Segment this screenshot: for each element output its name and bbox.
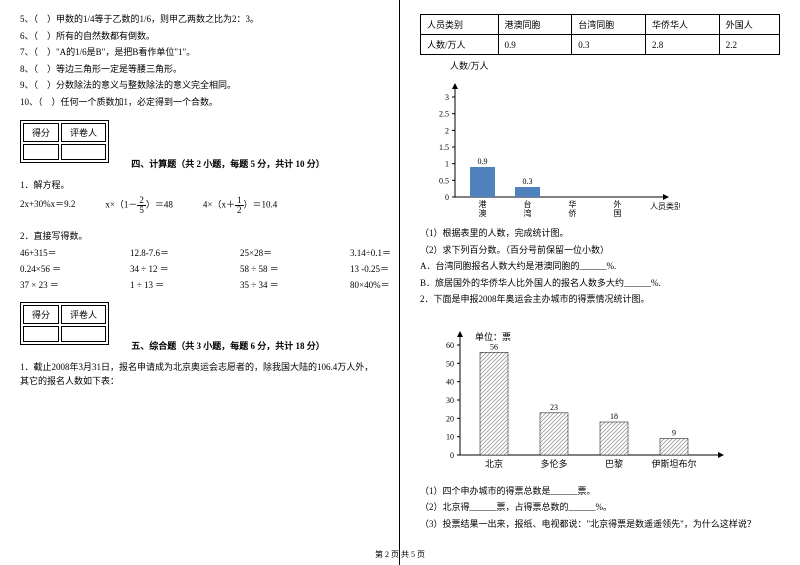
svg-text:0: 0 bbox=[445, 193, 449, 202]
q5: 5、（ ）甲数的1/4等于乙数的1/6，则甲乙两数之比为2：3。 bbox=[20, 13, 379, 27]
eq3: 4×（x＋12）＝10.4 bbox=[203, 196, 277, 215]
svg-text:1.5: 1.5 bbox=[439, 143, 449, 152]
svg-text:30: 30 bbox=[446, 396, 454, 405]
svg-text:60: 60 bbox=[446, 341, 454, 350]
svg-text:0.9: 0.9 bbox=[478, 157, 488, 166]
questions-block: 5、（ ）甲数的1/4等于乙数的1/6，则甲乙两数之比为2：3。 6、（ ）所有… bbox=[20, 13, 379, 109]
svg-text:3: 3 bbox=[445, 93, 449, 102]
svg-text:单位：票: 单位：票 bbox=[475, 331, 511, 342]
q4-2-label: 2．直接写得数。 bbox=[20, 230, 379, 244]
q7: 7、（ ）"A的1/6是B"，是把B看作单位"1"。 bbox=[20, 46, 379, 60]
page-footer: 第 2 页 共 5 页 bbox=[0, 549, 800, 560]
svg-text:伊斯坦布尔: 伊斯坦布尔 bbox=[651, 458, 696, 469]
svg-text:1: 1 bbox=[445, 160, 449, 169]
svg-text:巴黎: 巴黎 bbox=[605, 458, 623, 469]
sub-questions-2: （1）四个申办城市的得票总数是______票。 （2）北京得______票，占得… bbox=[420, 485, 780, 532]
q9: 9、（ ）分数除法的意义与整数除法的意义完全相同。 bbox=[20, 79, 379, 93]
chart2: 单位：票 60 50 40 30 20 10 0 56 北京 23 多伦多 18 巴黎 9 伊斯坦布尔 bbox=[420, 315, 740, 475]
chart1: 32.521.510.500.9港澳同胞0.3台湾同胞华侨华人外国人人员类别 bbox=[420, 77, 680, 217]
svg-text:国: 国 bbox=[614, 209, 622, 217]
score-h2: 评卷人 bbox=[61, 123, 106, 142]
sub-questions-1: （1）根据表里的人数，完成统计图。 （2）求下列百分数。（百分号前保留一位小数）… bbox=[420, 227, 780, 307]
svg-text:港: 港 bbox=[479, 199, 487, 209]
svg-text:56: 56 bbox=[490, 342, 498, 351]
svg-text:23: 23 bbox=[550, 402, 558, 411]
svg-text:10: 10 bbox=[446, 432, 454, 441]
q10: 10、（ ）任何一个质数加1，必定得到一个合数。 bbox=[20, 96, 379, 110]
svg-text:台: 台 bbox=[524, 199, 532, 209]
svg-text:华: 华 bbox=[569, 199, 577, 209]
svg-text:0: 0 bbox=[450, 451, 454, 460]
svg-text:北京: 北京 bbox=[485, 458, 503, 469]
svg-text:侨: 侨 bbox=[569, 208, 577, 217]
svg-text:外: 外 bbox=[614, 199, 622, 209]
svg-text:2: 2 bbox=[445, 126, 449, 135]
score-box-5: 得分评卷人 bbox=[20, 302, 109, 345]
svg-text:湾: 湾 bbox=[524, 208, 532, 217]
q5-1: 1．截止2008年3月31日，报名申请成为北京奥运会志愿者的，除我国大陆的106… bbox=[20, 361, 379, 388]
section5-title: 五、综合题（共 3 小题，每题 6 分，共计 18 分） bbox=[131, 339, 325, 352]
svg-text:澳: 澳 bbox=[479, 208, 487, 217]
svg-text:2.5: 2.5 bbox=[439, 110, 449, 119]
svg-text:40: 40 bbox=[446, 377, 454, 386]
svg-text:0.5: 0.5 bbox=[439, 176, 449, 185]
q8: 8、（ ）等边三角形一定是等腰三角形。 bbox=[20, 63, 379, 77]
q6: 6、（ ）所有的自然数都有倒数。 bbox=[20, 30, 379, 44]
calc-rows: 46+315＝12.8-7.6＝25×28＝3.14÷0.1＝0.24×56 ＝… bbox=[20, 246, 379, 291]
svg-text:50: 50 bbox=[446, 359, 454, 368]
eq2: x×（1－25）＝48 bbox=[105, 196, 173, 215]
score-h1: 得分 bbox=[23, 123, 59, 142]
q4-1-label: 1．解方程。 bbox=[20, 179, 379, 193]
svg-text:多伦多: 多伦多 bbox=[540, 458, 567, 469]
score-box-4: 得分评卷人 bbox=[20, 120, 109, 163]
svg-text:18: 18 bbox=[610, 412, 618, 421]
data-table: 人员类别港澳同胞台湾同胞华侨华人外国人 人数/万人0.90.32.82.2 bbox=[420, 14, 780, 55]
eq1: 2x+30%x＝9.2 bbox=[20, 198, 75, 212]
chart1-ylabel: 人数/万人 bbox=[450, 59, 780, 72]
equations: 2x+30%x＝9.2 x×（1－25）＝48 4×（x＋12）＝10.4 bbox=[20, 196, 379, 215]
svg-text:20: 20 bbox=[446, 414, 454, 423]
svg-text:0.3: 0.3 bbox=[523, 177, 533, 186]
svg-text:人员类别: 人员类别 bbox=[650, 201, 680, 211]
section4-title: 四、计算题（共 2 小题，每题 5 分，共计 10 分） bbox=[131, 157, 325, 170]
svg-text:9: 9 bbox=[672, 428, 676, 437]
